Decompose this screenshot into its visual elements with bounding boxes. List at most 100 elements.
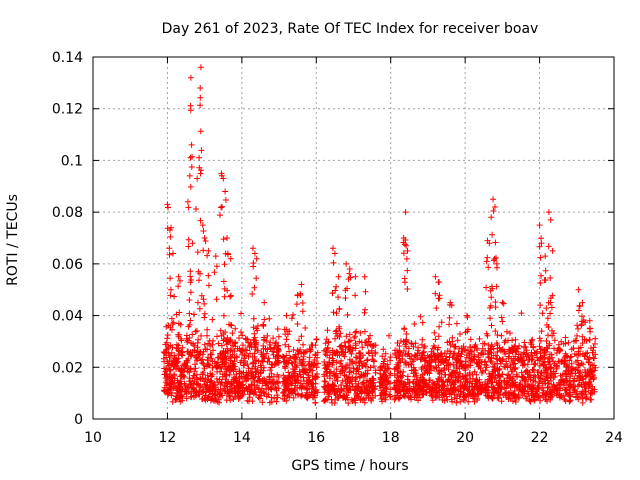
data-point bbox=[201, 300, 208, 307]
data-point bbox=[222, 197, 229, 203]
data-point bbox=[336, 333, 343, 340]
data-point bbox=[391, 372, 398, 379]
data-point bbox=[275, 333, 282, 340]
data-point bbox=[224, 345, 231, 352]
data-point bbox=[542, 365, 549, 372]
data-point bbox=[547, 310, 554, 317]
data-point bbox=[299, 366, 306, 373]
data-point bbox=[246, 384, 253, 390]
data-point bbox=[209, 358, 216, 365]
data-point bbox=[226, 388, 233, 395]
data-point bbox=[219, 203, 225, 210]
data-point bbox=[450, 361, 457, 368]
data-point bbox=[337, 386, 344, 393]
data-point bbox=[301, 349, 308, 356]
data-point bbox=[354, 354, 360, 361]
data-point bbox=[527, 371, 533, 378]
data-point bbox=[581, 352, 588, 359]
data-point bbox=[392, 351, 399, 358]
data-point bbox=[542, 253, 549, 260]
data-point bbox=[330, 245, 336, 252]
data-point bbox=[466, 354, 472, 361]
data-point bbox=[343, 260, 350, 267]
data-point bbox=[291, 363, 298, 370]
data-point bbox=[464, 328, 471, 335]
data-point bbox=[387, 354, 394, 361]
data-point bbox=[232, 375, 239, 382]
data-point bbox=[313, 336, 320, 343]
data-point bbox=[246, 394, 253, 401]
data-point bbox=[352, 273, 359, 280]
data-point bbox=[420, 387, 427, 394]
data-point bbox=[186, 321, 193, 328]
data-point bbox=[419, 383, 426, 390]
data-point bbox=[166, 245, 173, 252]
data-point bbox=[476, 356, 483, 363]
data-point bbox=[521, 339, 528, 346]
data-point bbox=[184, 384, 191, 391]
data-point bbox=[207, 370, 214, 377]
data-point bbox=[418, 352, 425, 358]
data-point bbox=[377, 383, 384, 390]
data-point bbox=[162, 341, 169, 348]
data-point bbox=[267, 367, 274, 374]
data-point bbox=[537, 254, 544, 261]
data-point bbox=[312, 374, 319, 381]
data-point bbox=[218, 342, 225, 349]
data-point bbox=[167, 233, 174, 240]
data-point bbox=[534, 357, 541, 364]
data-point bbox=[544, 315, 551, 322]
data-point bbox=[437, 351, 444, 358]
data-point bbox=[221, 382, 228, 389]
data-point bbox=[274, 357, 281, 364]
data-point bbox=[294, 321, 301, 327]
data-point bbox=[498, 314, 505, 321]
data-point bbox=[462, 367, 469, 374]
data-point bbox=[547, 299, 554, 306]
data-point bbox=[521, 361, 528, 368]
data-point bbox=[356, 374, 363, 381]
data-point bbox=[421, 343, 428, 350]
data-point bbox=[223, 337, 229, 344]
data-point bbox=[253, 325, 260, 332]
data-point bbox=[224, 235, 230, 241]
data-point bbox=[330, 386, 337, 392]
data-point bbox=[489, 343, 496, 350]
data-point bbox=[338, 348, 345, 355]
data-point bbox=[537, 354, 544, 361]
data-point bbox=[341, 339, 348, 346]
data-point bbox=[178, 351, 185, 358]
data-point bbox=[164, 201, 171, 208]
data-point bbox=[174, 359, 181, 366]
data-point bbox=[273, 353, 280, 360]
data-point bbox=[263, 338, 270, 344]
data-point bbox=[215, 354, 222, 361]
data-point bbox=[577, 362, 583, 369]
data-point bbox=[176, 309, 183, 316]
data-point bbox=[577, 344, 584, 351]
data-point bbox=[267, 339, 274, 346]
data-point bbox=[192, 365, 199, 372]
data-point bbox=[488, 214, 495, 221]
data-point bbox=[385, 365, 392, 372]
data-point bbox=[202, 346, 209, 352]
data-point bbox=[539, 310, 546, 317]
data-point bbox=[422, 367, 429, 374]
data-point bbox=[285, 343, 292, 350]
data-point bbox=[538, 328, 545, 335]
data-point bbox=[499, 318, 506, 325]
data-point bbox=[357, 354, 364, 361]
data-point bbox=[474, 377, 480, 384]
data-point bbox=[562, 391, 569, 397]
data-point bbox=[511, 387, 518, 394]
data-point bbox=[290, 394, 297, 401]
data-point bbox=[435, 382, 442, 389]
data-point bbox=[350, 368, 357, 375]
data-point bbox=[273, 339, 280, 346]
data-point bbox=[363, 394, 370, 401]
data-point bbox=[446, 378, 453, 385]
data-point bbox=[479, 384, 486, 391]
data-point bbox=[188, 141, 195, 148]
data-point bbox=[402, 209, 409, 216]
data-point bbox=[344, 311, 351, 318]
